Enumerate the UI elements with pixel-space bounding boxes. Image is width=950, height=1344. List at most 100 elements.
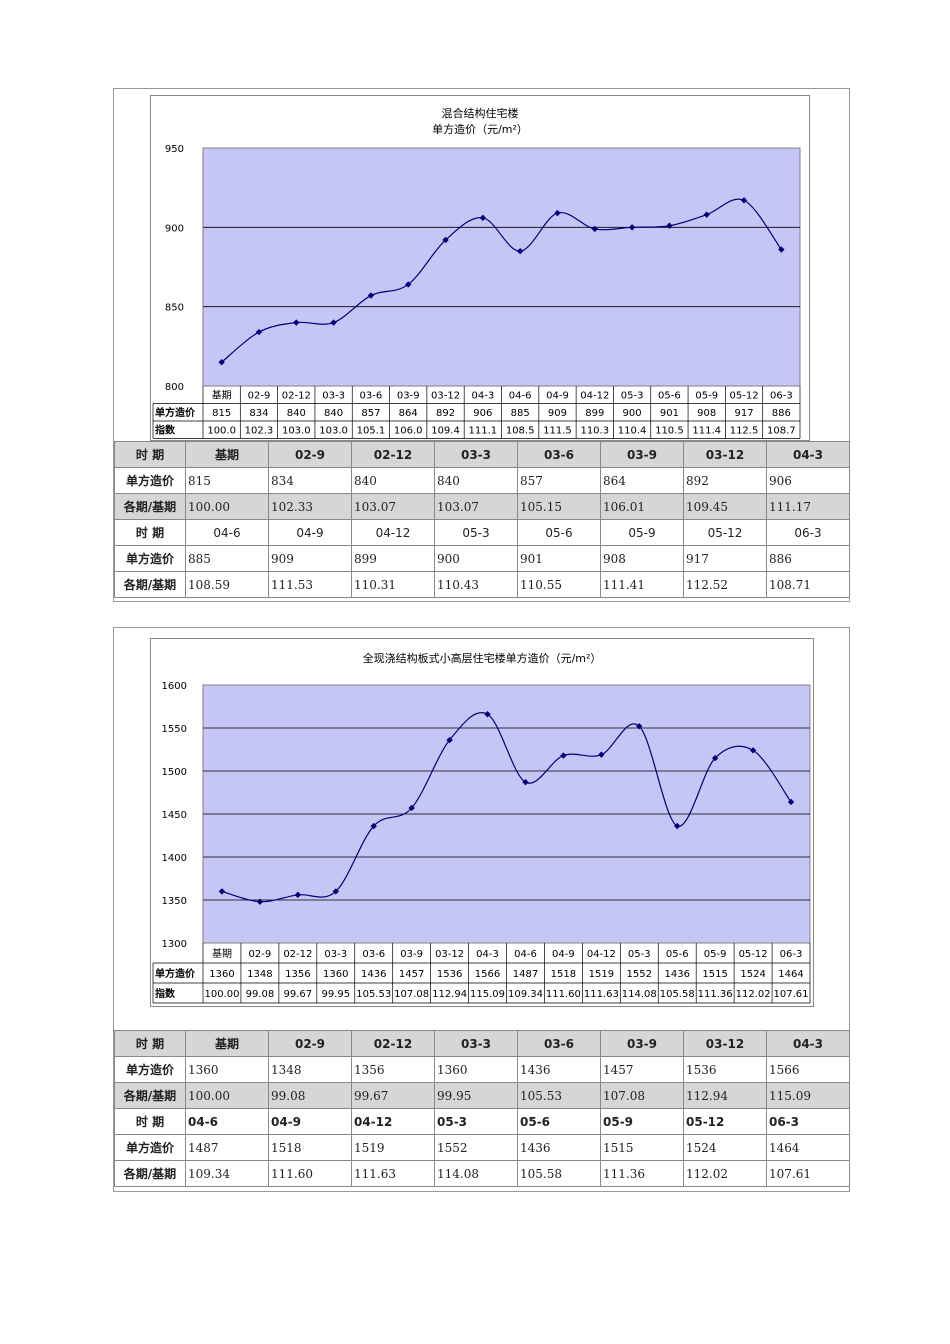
data-label-index: 110.5	[655, 425, 684, 436]
data-label-index: 112.02	[736, 989, 771, 1000]
table-cell: 1487	[185, 1134, 269, 1161]
data-label-value: 1457	[399, 969, 424, 980]
period-cell: 04-3	[766, 1030, 850, 1057]
row-label: 单方造价	[114, 1056, 186, 1083]
data-point	[367, 292, 375, 299]
series-line	[221, 712, 792, 903]
data-label-value: 1436	[361, 969, 386, 980]
table-row-label: 指数	[155, 423, 176, 436]
period-cell: 06-3	[766, 1108, 850, 1135]
table-cell: 906	[766, 467, 850, 494]
x-tick-label: 04-12	[580, 390, 609, 401]
data-table-1: 时 期基期 02-9 02-12 03-3 03-6 03-9 03-12 04-3 单方造价 8…	[114, 441, 850, 598]
table-row: 单方造价 1487 1518 1519 1552 1436 1515 1524 1464	[114, 1134, 850, 1161]
table-cell: 815	[185, 467, 269, 494]
y-tick-label: 1550	[162, 724, 187, 735]
chart-frame-1: 混合结构住宅楼 单方造价（元/m²） 800 850 900 950 单方造价 指数 基期 8…	[150, 95, 810, 441]
y-tick-label: 1600	[162, 681, 187, 692]
table-cell: 1519	[351, 1134, 435, 1161]
data-point	[636, 723, 643, 730]
data-point	[330, 319, 337, 326]
period-cell: 基期	[185, 1030, 269, 1057]
x-tick-label: 04-3	[476, 949, 499, 960]
data-label-value: 1360	[209, 969, 234, 980]
data-label-index: 111.4	[692, 425, 721, 436]
data-label-value: 909	[548, 408, 567, 419]
data-label-index: 109.34	[508, 989, 543, 1000]
data-label-value: 908	[697, 408, 716, 419]
data-label-index: 99.67	[284, 989, 313, 1000]
period-cell: 02-12	[351, 1030, 435, 1057]
chart-1-title: 混合结构住宅楼	[441, 107, 519, 120]
table-row: 各期/基期 100.00 102.33 103.07 103.07 105.15 106.0…	[114, 493, 850, 520]
x-tick-label: 06-3	[770, 390, 793, 401]
x-tick-label: 基期	[212, 947, 232, 960]
row-label: 时 期	[114, 519, 186, 546]
data-point	[408, 804, 415, 812]
table-cell: 840	[351, 467, 435, 494]
data-label-index: 115.09	[470, 989, 505, 1000]
series-line	[221, 198, 782, 363]
table-row-label: 单方造价	[155, 406, 196, 419]
table-cell: 107.08	[600, 1082, 684, 1109]
x-tick-label: 06-3	[780, 949, 803, 960]
x-tick-label: 基期	[212, 388, 232, 401]
table-cell: 103.07	[351, 493, 435, 520]
data-label-value: 1536	[437, 969, 462, 980]
row-label: 各期/基期	[114, 1160, 186, 1187]
table-row: 各期/基期 108.59 111.53 110.31 110.43 110.55 111.4…	[114, 571, 850, 598]
period-cell: 03-6	[517, 1030, 601, 1057]
period-cell: 03-9	[600, 441, 684, 468]
table-cell: 106.01	[600, 493, 684, 520]
data-label-index: 100.0	[207, 425, 236, 436]
table-cell: 1464	[766, 1134, 850, 1161]
data-label-value: 840	[287, 408, 306, 419]
table-cell: 901	[517, 545, 601, 572]
y-tick-label: 950	[165, 144, 184, 155]
data-label-index: 111.36	[698, 989, 733, 1000]
data-label-index: 106.0	[394, 425, 423, 436]
data-point	[666, 222, 673, 229]
period-cell: 04-6	[185, 1108, 269, 1135]
y-tick-label: 850	[165, 303, 184, 314]
data-label-value: 1524	[740, 969, 765, 980]
data-point	[703, 211, 710, 218]
table-cell: 105.53	[517, 1082, 601, 1109]
data-label-index: 108.5	[506, 425, 535, 436]
chart-title-1: 混合结构住宅楼 单方造价（元/m²）	[151, 106, 809, 138]
data-point	[516, 247, 524, 255]
data-label-index: 100.00	[204, 989, 239, 1000]
data-label-index: 107.08	[394, 989, 429, 1000]
data-label-index: 112.94	[432, 989, 467, 1000]
data-label-index: 108.7	[767, 425, 796, 436]
table-row: 时 期基期 02-9 02-12 03-3 03-6 03-9 03-12 04-3	[114, 441, 850, 468]
x-tick-label: 03-6	[362, 949, 385, 960]
period-cell: 03-12	[683, 441, 767, 468]
data-point	[560, 752, 567, 759]
table-cell: 111.41	[600, 571, 684, 598]
table-cell: 108.59	[185, 571, 269, 598]
table-cell: 100.00	[185, 493, 269, 520]
table-row: 单方造价 885 909 899 900 901 908 917 886	[114, 545, 850, 572]
table-cell: 909	[268, 545, 352, 572]
data-point	[255, 328, 263, 336]
table-cell: 105.15	[517, 493, 601, 520]
data-label-index: 111.5	[543, 425, 572, 436]
x-tick-label: 04-6	[514, 949, 537, 960]
data-point	[484, 711, 491, 718]
data-label-value: 901	[660, 408, 679, 419]
x-tick-label: 05-3	[628, 949, 651, 960]
data-label-index: 105.53	[356, 989, 391, 1000]
row-label: 各期/基期	[114, 493, 186, 520]
row-label: 单方造价	[114, 545, 186, 572]
data-point	[628, 224, 636, 231]
x-tick-label: 04-12	[587, 949, 616, 960]
table-cell: 1518	[268, 1134, 352, 1161]
table-cell: 110.31	[351, 571, 435, 598]
period-cell: 05-12	[683, 1108, 767, 1135]
data-point	[293, 319, 300, 326]
table-row: 各期/基期 109.34 111.60 111.63 114.08 105.58 111.3…	[114, 1160, 850, 1187]
data-label-value: 1566	[475, 969, 500, 980]
period-cell: 基期	[185, 441, 269, 468]
